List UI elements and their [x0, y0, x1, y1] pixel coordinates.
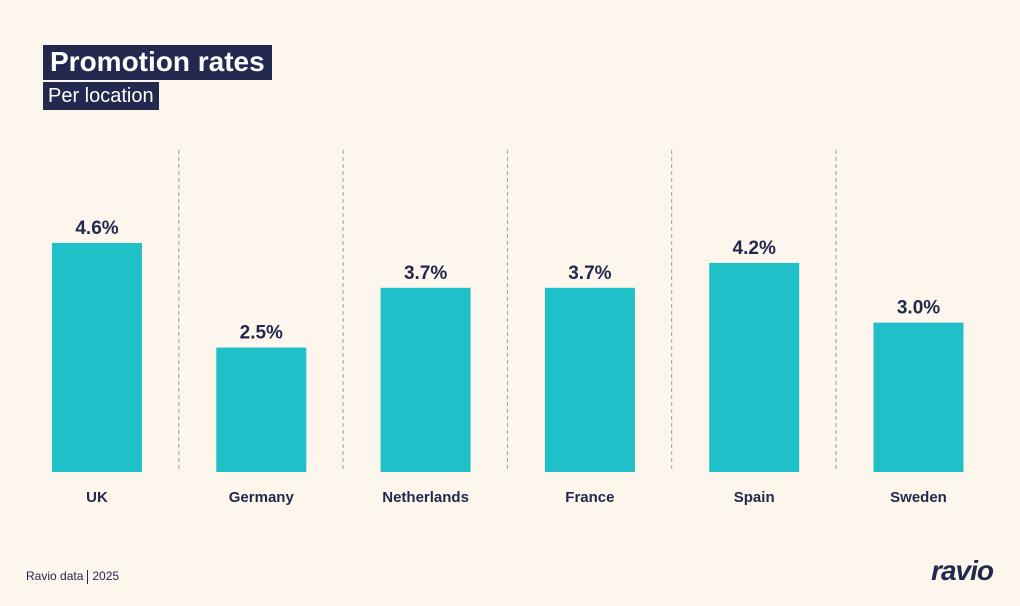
x-tick-label: Sweden: [890, 489, 947, 506]
x-tick-label: Germany: [229, 489, 295, 506]
source-label: Ravio data: [26, 569, 84, 583]
source-year: 2025: [92, 569, 120, 583]
footer-divider: [87, 569, 89, 584]
chart-title: Promotion rates: [43, 45, 272, 80]
data-label: 4.6%: [75, 218, 118, 239]
data-label: 3.7%: [568, 263, 611, 284]
bar-sweden: [873, 322, 964, 472]
data-label: 2.5%: [240, 323, 283, 344]
data-label: 4.2%: [733, 238, 776, 259]
x-tick-label: Spain: [734, 489, 775, 506]
bar-france: [544, 287, 635, 472]
footer-source: Ravio data 2025: [26, 569, 119, 584]
bar-spain: [709, 262, 800, 472]
chart-subtitle: Per location: [43, 82, 159, 110]
x-tick-label: UK: [86, 489, 108, 506]
bar-netherlands: [380, 287, 471, 472]
ravio-logo: ravio: [931, 555, 994, 586]
bar-germany: [216, 347, 307, 472]
data-label: 3.7%: [404, 263, 447, 284]
data-label: 3.0%: [897, 298, 940, 319]
x-tick-label: France: [565, 489, 614, 506]
bar-uk: [52, 243, 142, 472]
x-tick-label: Netherlands: [382, 489, 469, 506]
